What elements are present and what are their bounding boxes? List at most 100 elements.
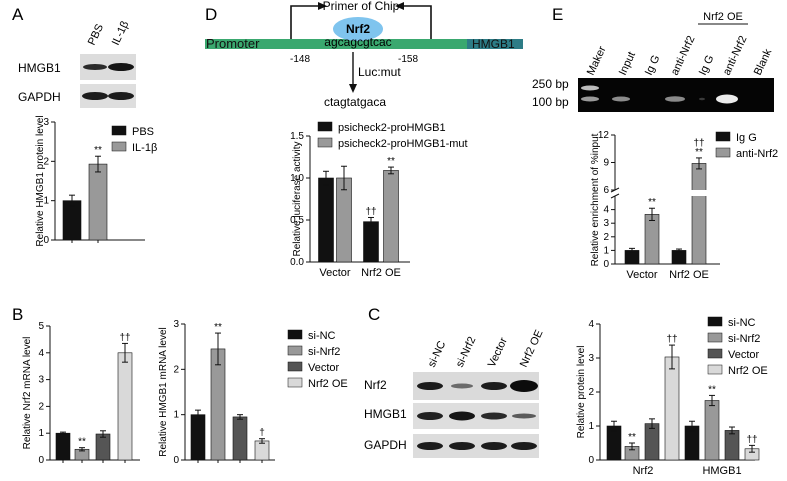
legend-swatch xyxy=(707,332,723,343)
blot-c-row-3: GAPDH xyxy=(364,438,407,452)
bar xyxy=(254,440,270,461)
blot-c-col-4: Nrf2 OE xyxy=(518,328,546,369)
primer-bracket-right xyxy=(402,5,432,42)
panel-label-b: B xyxy=(12,305,23,324)
bar xyxy=(363,221,379,263)
blot-c-band xyxy=(481,412,507,420)
blot-a-band xyxy=(82,92,108,100)
blot-a-row-1: HMGB1 xyxy=(18,61,61,75)
blot-c-band xyxy=(481,442,507,450)
blot-a-band xyxy=(108,63,134,71)
gel-col-2: Input xyxy=(617,50,638,77)
gel-image xyxy=(578,78,774,112)
legend-swatch xyxy=(707,348,723,359)
y-tick-label: 1 xyxy=(43,196,49,207)
chart-c: 0 1 2 3 4 Relative protein level ** †† ** †† Nrf2 H… xyxy=(576,316,768,477)
y-axis-label: Relative HMGB1 mRNA level xyxy=(158,327,169,456)
blot-a-col-1: PBS xyxy=(86,22,106,47)
x-tick-label: Nrf2 xyxy=(633,465,654,477)
y-tick-label: 0.5 xyxy=(290,215,304,226)
legend-label: psicheck2-proHMGB1-mut xyxy=(338,138,468,150)
bar xyxy=(210,348,226,461)
blot-c-band xyxy=(417,382,443,390)
gene-bar xyxy=(467,39,523,49)
gel-band xyxy=(716,94,738,104)
y-axis-label: Relative enrichment of %input xyxy=(590,133,601,266)
blot-c-band xyxy=(417,442,443,450)
y-tick-label: 2 xyxy=(173,364,179,375)
bar xyxy=(336,177,352,263)
y-tick-label: 4 xyxy=(603,205,609,216)
blot-c-band xyxy=(510,380,538,392)
bar xyxy=(88,163,108,241)
panel-label-a: A xyxy=(12,5,24,24)
blot-c-band xyxy=(512,413,536,419)
legend-label: si-Nrf2 xyxy=(308,346,340,358)
y-tick-label: 6 xyxy=(603,185,609,196)
legend-swatch xyxy=(111,141,127,152)
significance-mark: ** xyxy=(695,147,703,158)
chart-b1: 0 1 2 3 4 5 Relative Nrf2 mRNA level ** †† xyxy=(22,321,140,466)
blot-c-band xyxy=(451,383,473,389)
gel-col-3: Ig G xyxy=(643,53,663,77)
y-tick-label: 9 xyxy=(603,158,609,169)
blot-a-row-2: GAPDH xyxy=(18,90,61,104)
y-tick-label: 5 xyxy=(38,321,44,332)
blot-c-col-2: si-Nrf2 xyxy=(454,335,479,369)
bar xyxy=(671,250,687,265)
blot-c-band xyxy=(449,411,475,421)
blot-c-col-1: si-NC xyxy=(426,339,449,369)
x-tick-label: Vector xyxy=(319,267,351,279)
legend-swatch xyxy=(317,121,333,132)
panel-a-blot: PBS IL-1β HMGB1 GAPDH xyxy=(18,19,136,108)
gel-col-7: Blank xyxy=(752,47,775,77)
bar xyxy=(190,414,206,461)
y-tick-label: 0 xyxy=(588,455,594,466)
significance-mark: †† xyxy=(693,138,704,149)
bar xyxy=(117,352,133,461)
primer-arrowhead-left xyxy=(318,2,327,10)
bar xyxy=(704,400,720,461)
y-tick-label: 4 xyxy=(38,348,44,359)
y-axis-label: Relative protein level xyxy=(576,346,587,439)
oe-label: Nrf2 OE xyxy=(703,11,743,23)
gene-label: HMGB1 xyxy=(472,37,515,51)
gel-band xyxy=(699,97,705,101)
significance-mark: †† xyxy=(666,334,677,345)
bar xyxy=(644,423,660,461)
blot-a-col-2: IL-1β xyxy=(110,19,132,47)
y-tick-label: 1.0 xyxy=(290,173,304,184)
panel-label-c: C xyxy=(368,305,380,324)
x-tick-label: Vector xyxy=(626,269,658,281)
chart-b2: 0 1 2 3 Relative HMGB1 mRNA level ** † si-NC si-… xyxy=(158,319,348,466)
y-tick-label: 3 xyxy=(43,117,49,128)
bar xyxy=(724,430,740,461)
panel-c-blot: si-NC si-Nrf2 Vector Nrf2 OE Nrf2 HMGB1 … xyxy=(364,328,546,458)
y-tick-label: 12 xyxy=(598,130,610,141)
y-axis-label: Relative luciferase activity xyxy=(292,141,303,256)
significance-mark: † xyxy=(259,428,265,439)
bar xyxy=(55,432,71,461)
primer-label: Primer of Chip xyxy=(323,0,400,13)
panel-e-gel: Maker Input Ig G anti-Nrf2 Ig G anti-Nrf… xyxy=(532,11,775,112)
blot-c-row-1: Nrf2 xyxy=(364,378,387,392)
legend-label: Ig G xyxy=(736,132,757,144)
gel-band xyxy=(665,96,685,102)
nrf2-factor-ellipse xyxy=(333,17,383,41)
significance-mark: †† xyxy=(365,206,376,217)
legend-label: si-NC xyxy=(728,317,756,329)
y-tick-label: 0.0 xyxy=(290,257,304,268)
blot-c-band xyxy=(449,442,475,450)
blot-c-col-3: Vector xyxy=(486,336,510,370)
legend-label: Nrf2 OE xyxy=(728,365,768,377)
y-tick-label: 1.5 xyxy=(290,131,304,142)
y-axis-label: Relative Nrf2 mRNA level xyxy=(22,337,33,450)
y-tick-label: 1 xyxy=(603,245,609,256)
legend-label: PBS xyxy=(132,126,154,138)
legend-swatch xyxy=(111,125,127,136)
legend-label: anti-Nrf2 xyxy=(736,148,778,160)
y-axis-label: Relative HMGB1 protein level xyxy=(35,115,46,246)
gel-col-6: anti-Nrf2 xyxy=(721,34,750,77)
significance-mark: †† xyxy=(746,434,757,445)
